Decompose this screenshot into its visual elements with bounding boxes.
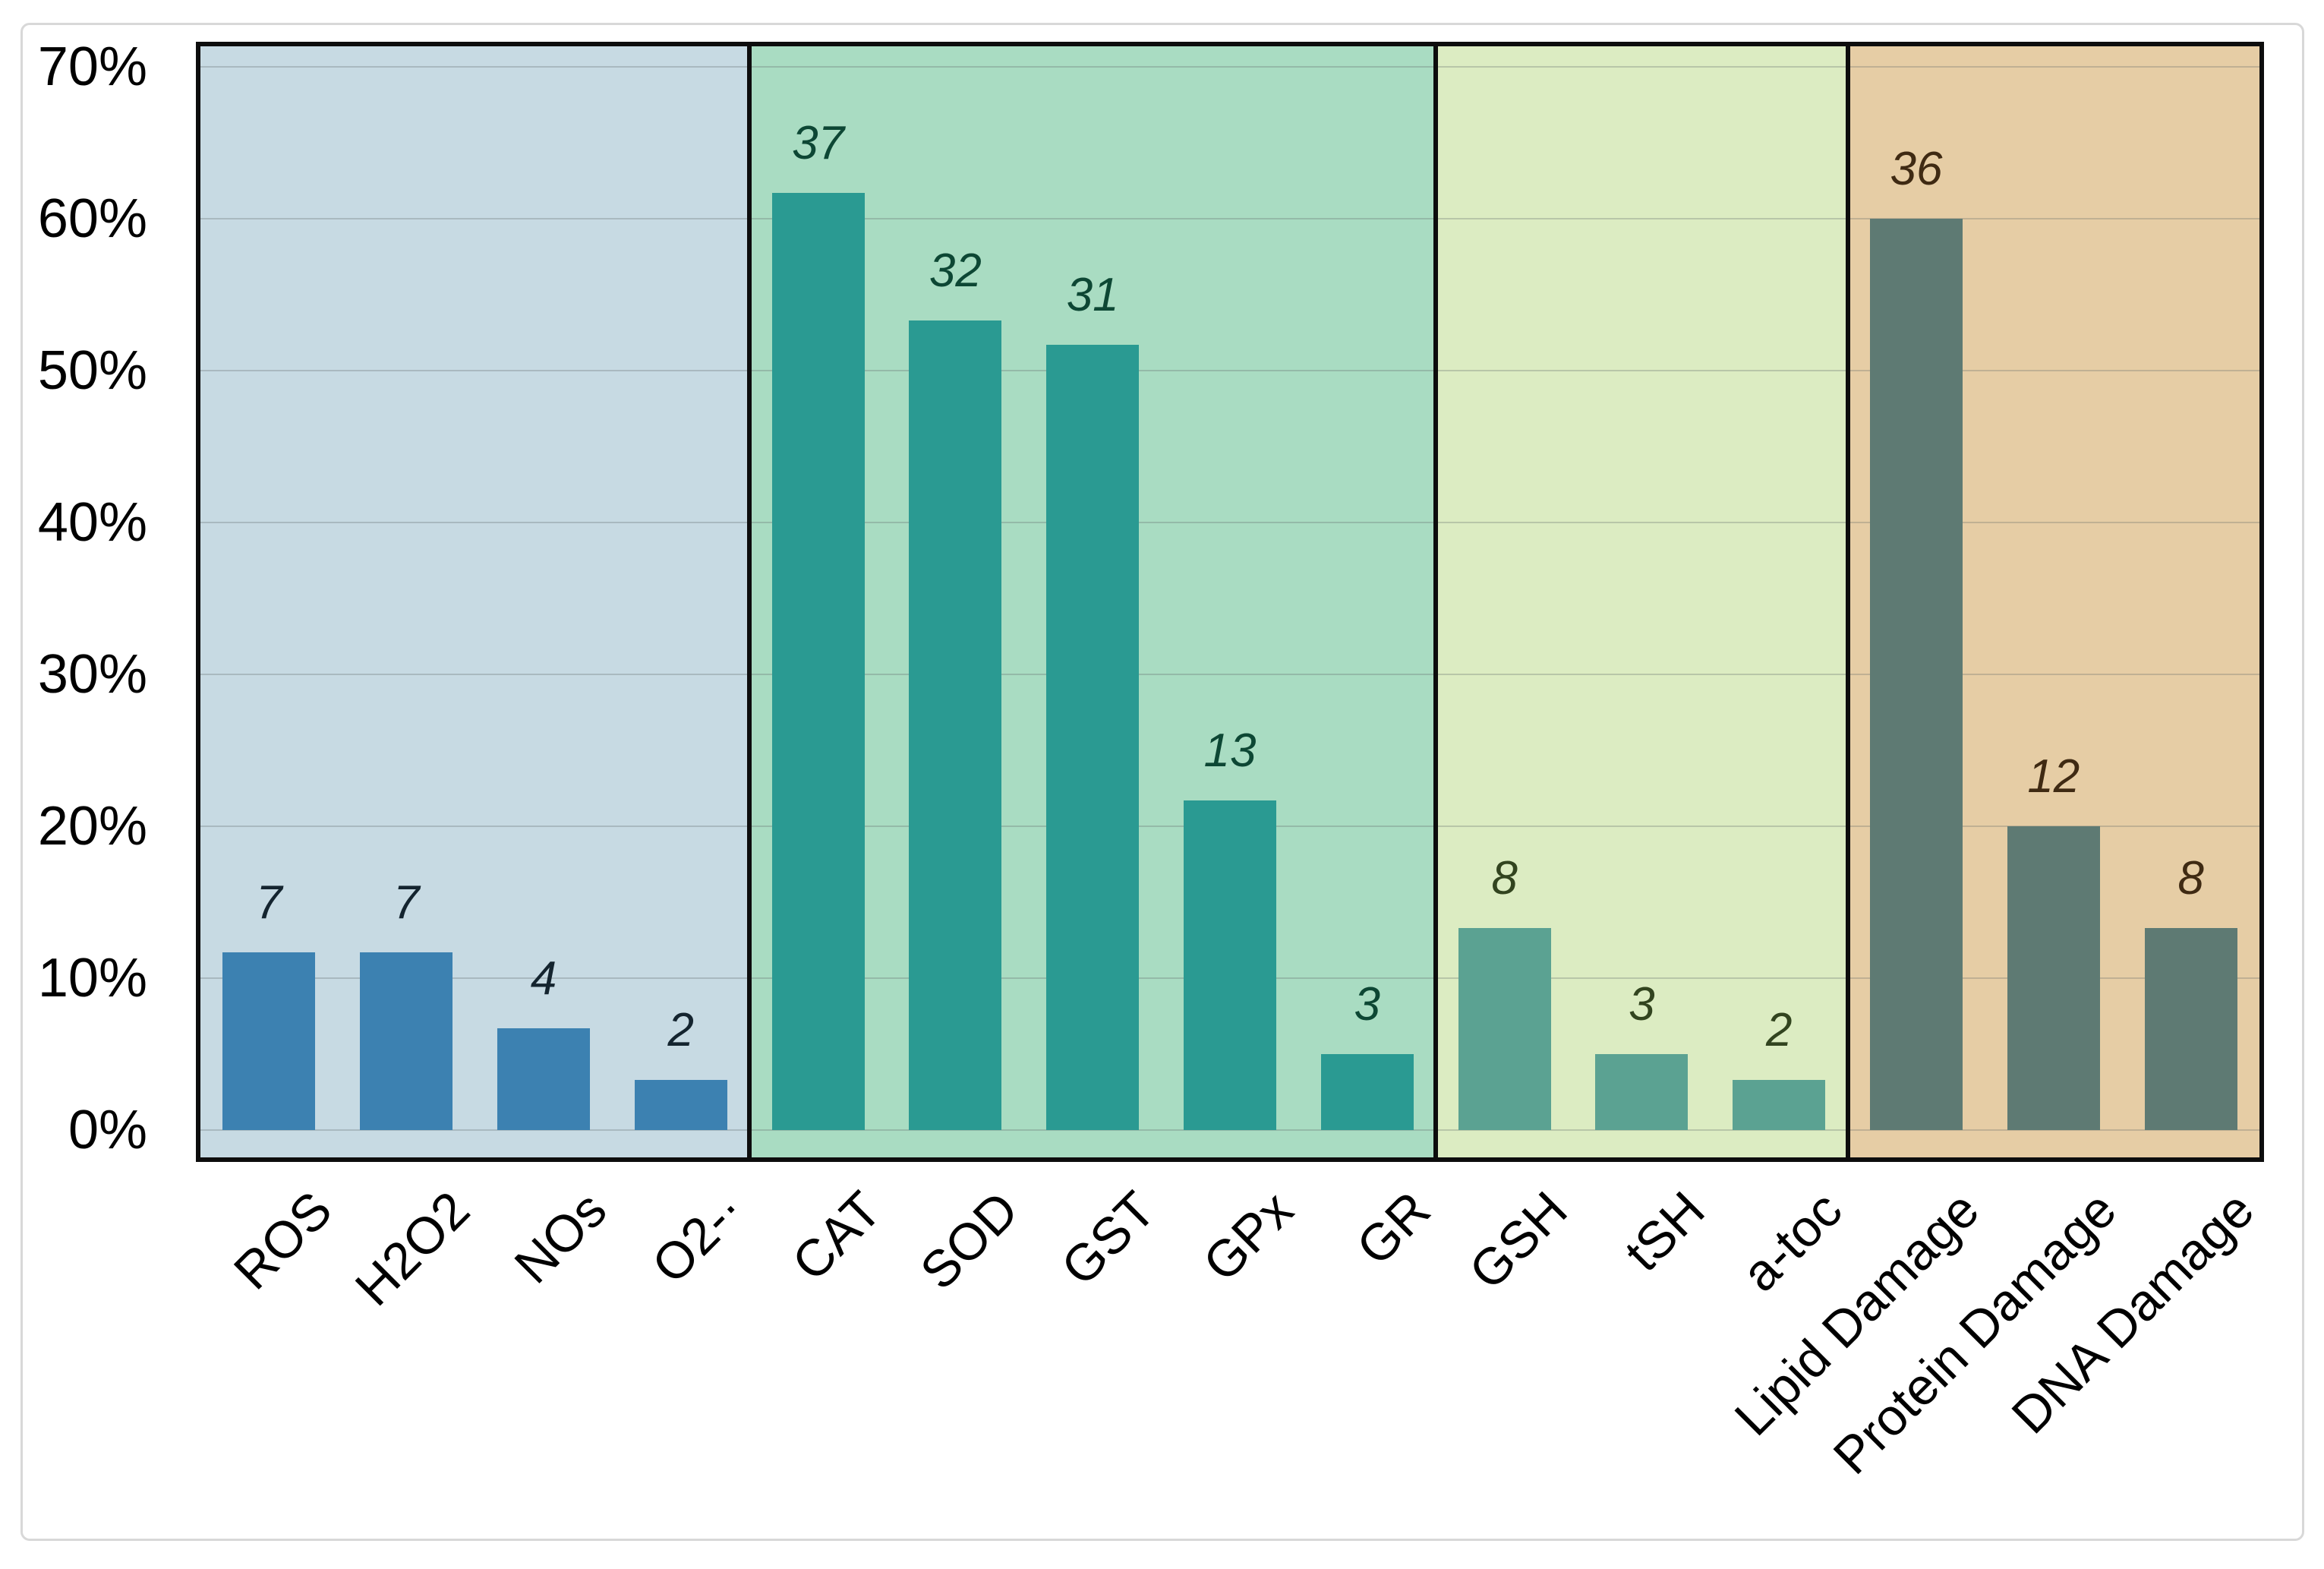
gridline-60pct — [200, 218, 2259, 219]
y-tick-label-40pct: 40% — [37, 492, 147, 553]
bar-GST — [1046, 345, 1140, 1130]
bar-GPx — [1184, 800, 1276, 1130]
gridline-0pct — [200, 1129, 2259, 1131]
y-tick-label-20pct: 20% — [37, 796, 147, 857]
bar-DNA Damage — [2144, 928, 2237, 1130]
gridline-40pct — [200, 522, 2259, 523]
bar-value-GPx: 13 — [1203, 725, 1257, 777]
gridline-70pct — [200, 66, 2259, 68]
bar-value-NOs: 4 — [530, 952, 557, 1005]
bar-value-H2O2: 7 — [393, 876, 420, 929]
bar-value-ROS: 7 — [256, 876, 282, 929]
bar-GSH — [1458, 928, 1551, 1130]
bar-value-GR: 3 — [1354, 978, 1381, 1031]
bar-tSH — [1595, 1054, 1689, 1130]
bar-value-Protein Damage: 12 — [2027, 750, 2080, 803]
y-tick-label-0pct: 0% — [68, 1100, 147, 1160]
panel-separators — [200, 46, 2259, 1157]
bar-Protein Damage — [2007, 826, 2100, 1130]
bar-value-tSH: 3 — [1629, 978, 1655, 1031]
bar-CAT — [771, 193, 865, 1130]
panel-separator-2 — [1433, 46, 1439, 1157]
panel-separator-3 — [1845, 46, 1850, 1157]
plot-area: 7 7 4 2 37 32 31 13 3 8 3 2 36 12 8 — [196, 42, 2264, 1162]
y-axis-tick-labels: 0% 10% 20% 30% 40% 50% 60% 70% — [0, 0, 152, 1569]
bar-value-CAT: 37 — [792, 117, 845, 169]
bar-Lipid Damage — [1870, 219, 1963, 1130]
bar-ROS — [222, 952, 316, 1130]
y-tick-label-50pct: 50% — [37, 340, 147, 401]
bar-value-SOD: 32 — [929, 245, 982, 297]
gridline-50pct — [200, 370, 2259, 371]
bar-value-Lipid Damage: 36 — [1890, 143, 1943, 195]
bar-SOD — [909, 320, 1002, 1130]
bar-value-GST: 31 — [1066, 269, 1119, 321]
bar-NOs — [497, 1028, 590, 1130]
bar-H2O2 — [360, 952, 453, 1130]
gridline-30pct — [200, 674, 2259, 675]
y-tick-label-30pct: 30% — [37, 644, 147, 705]
bar-GR — [1320, 1054, 1414, 1130]
y-tick-label-60pct: 60% — [37, 188, 147, 249]
panel-separator-1 — [747, 46, 752, 1157]
y-tick-label-70pct: 70% — [37, 36, 147, 97]
y-tick-label-10pct: 10% — [37, 948, 147, 1009]
bar-O2-· — [634, 1080, 727, 1130]
bar-value-a-toc: 2 — [1765, 1004, 1793, 1056]
bars: 7 7 4 2 37 32 31 13 3 8 3 2 36 12 8 — [200, 46, 2259, 1157]
bar-value-DNA Damage: 8 — [2177, 852, 2204, 904]
bar-value-GSH: 8 — [1491, 852, 1518, 904]
bar-a-toc — [1733, 1080, 1826, 1130]
bar-value-O2-·: 2 — [667, 1004, 695, 1056]
